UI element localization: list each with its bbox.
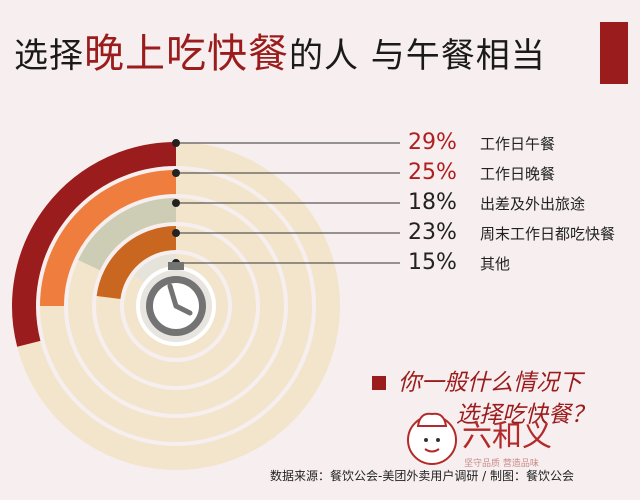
leader-dot (172, 229, 180, 237)
legend-percent: 25% (408, 160, 457, 185)
radial-bar-chart (12, 139, 400, 470)
brand-logo: 六和义 坚守品质 营造品味 (407, 412, 552, 469)
legend-item: 29% 工作日午餐 (408, 128, 638, 158)
title-part2: 的人 与午餐相当 (289, 36, 546, 76)
legend-label: 周末工作日都吃快餐 (480, 225, 616, 243)
bar-arc (78, 198, 177, 271)
legend-label: 出差及外出旅途 (480, 195, 586, 213)
bar-arc (12, 142, 177, 347)
title-accent-bar (600, 22, 628, 84)
chef-hat-icon (416, 412, 448, 427)
bar-arc (40, 170, 177, 307)
legend-label: 其他 (480, 255, 511, 273)
leader-dot (172, 199, 180, 207)
legend-percent: 29% (408, 130, 457, 155)
question-line-1: 你一般什么情况下 (398, 370, 582, 396)
question-bullet (372, 376, 386, 390)
logo-text: 六和义 (462, 419, 552, 454)
logo-slogan: 坚守品质 营造品味 (464, 457, 539, 469)
legend-percent: 23% (408, 220, 457, 245)
bar-arc (96, 226, 177, 300)
page-title: 选择晚上吃快餐的人 与午餐相当 (14, 26, 574, 82)
chart-bars (12, 142, 177, 347)
legend-label: 工作日晚餐 (480, 165, 556, 183)
title-part1: 选择 (14, 36, 84, 76)
leader-dot (172, 139, 180, 147)
leader-dot (172, 169, 180, 177)
legend-label: 工作日午餐 (480, 135, 556, 153)
legend-percent: 18% (408, 190, 457, 215)
question-line-2: 选择吃快餐？ (456, 402, 594, 428)
clock-icon (136, 262, 216, 346)
data-source-footer: 数据来源：餐饮公会-美团外卖用户调研 / 制图：餐饮公会 (270, 469, 575, 483)
legend-item: 18% 出差及外出旅途 (408, 188, 638, 218)
legend-item: 15% 其他 (408, 248, 638, 278)
title-highlight: 晚上吃快餐 (84, 31, 289, 77)
legend-percent: 15% (408, 250, 457, 275)
chart-legend: 29% 工作日午餐 25% 工作日晚餐 18% 出差及外出旅途 23% 周末工作日都吃快餐 15… (408, 128, 638, 278)
legend-item: 23% 周末工作日都吃快餐 (408, 218, 638, 248)
legend-item: 25% 工作日晚餐 (408, 158, 638, 188)
